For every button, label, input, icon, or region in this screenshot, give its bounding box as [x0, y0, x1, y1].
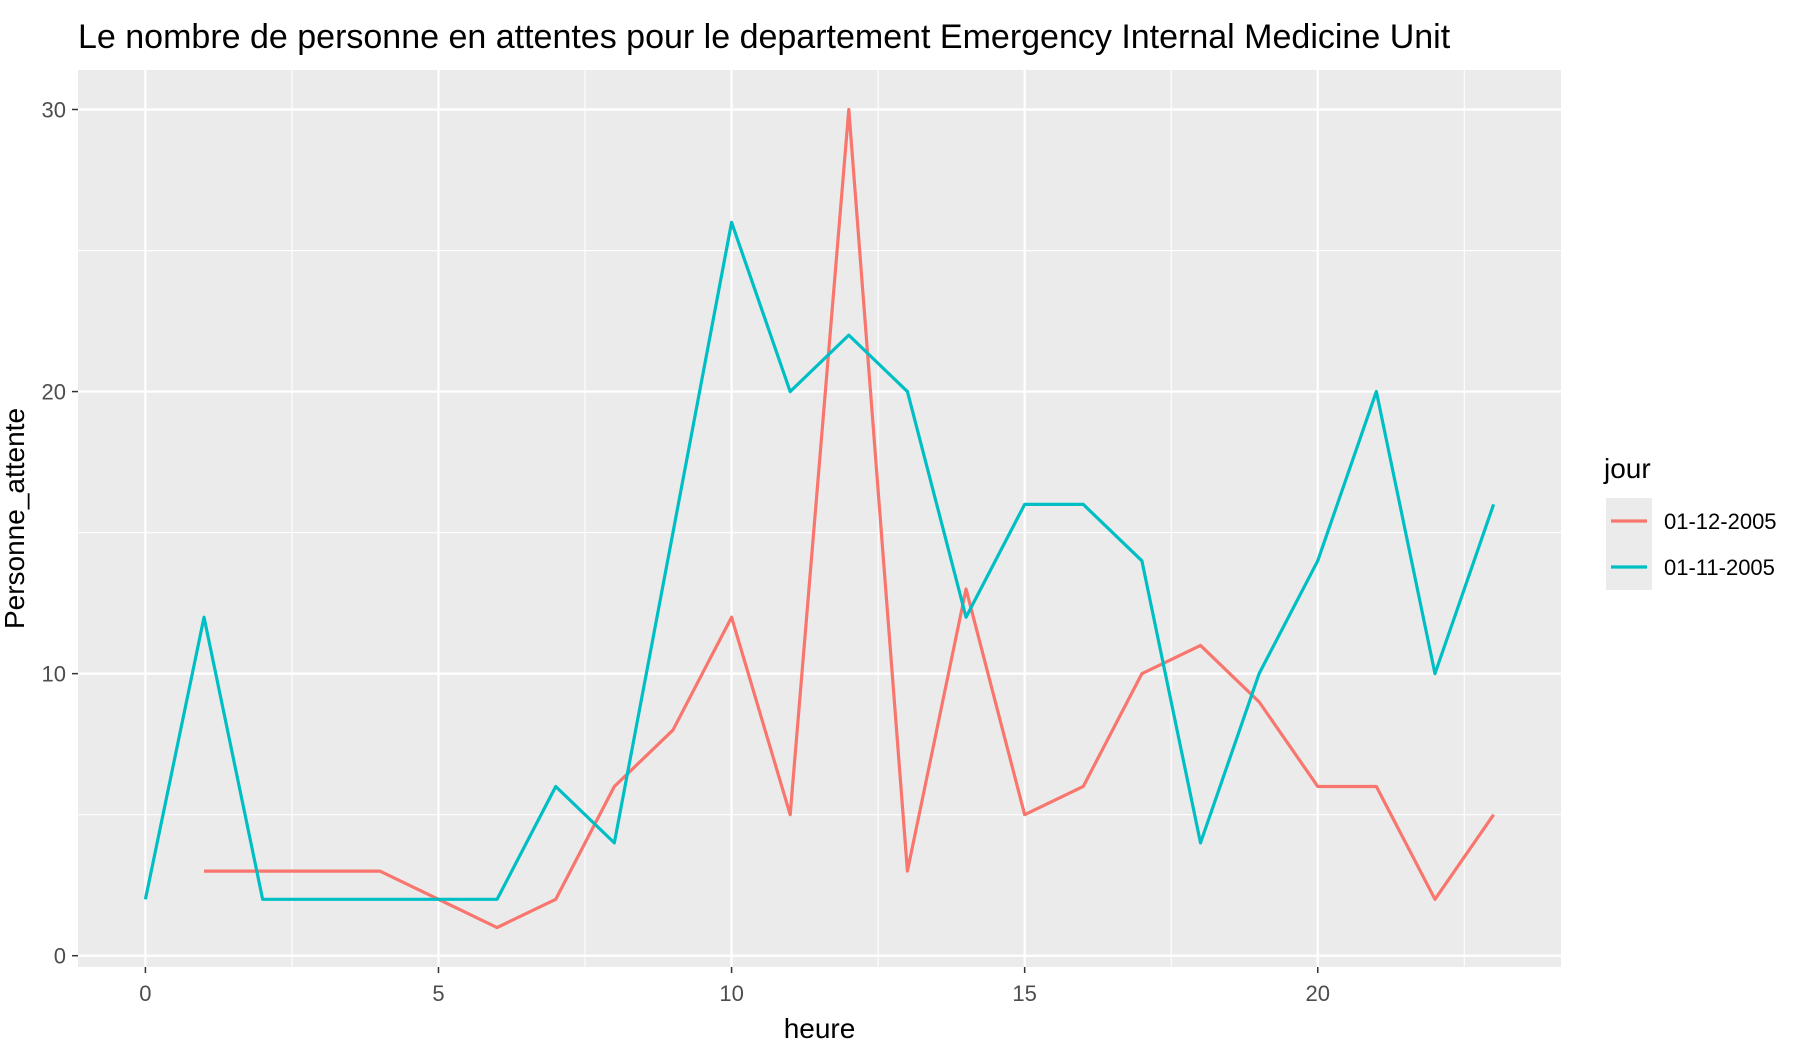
legend: jour 01-12-2005 01-11-2005 [1603, 453, 1777, 590]
legend-label-2: 01-11-2005 [1664, 555, 1775, 580]
y-tick-label: 20 [42, 380, 66, 405]
chart-title: Le nombre de personne en attentes pour l… [78, 18, 1451, 56]
x-tick-label: 15 [1012, 981, 1036, 1006]
y-axis: 0 10 20 30 [42, 97, 78, 969]
y-tick-label: 10 [42, 662, 66, 687]
y-tick-label: 0 [54, 944, 66, 969]
x-tick-label: 5 [432, 981, 444, 1006]
plot-panel [78, 70, 1561, 967]
grid-minor [78, 70, 1561, 967]
legend-label-1: 01-12-2005 [1664, 509, 1777, 534]
x-tick-label: 10 [719, 981, 743, 1006]
grid-major [78, 70, 1561, 967]
x-axis: 0 5 10 15 20 [139, 967, 1330, 1006]
y-axis-title: Personne_attente [0, 408, 30, 629]
x-axis-title: heure [784, 1013, 856, 1044]
legend-items: 01-12-2005 01-11-2005 [1606, 498, 1777, 590]
x-tick-label: 0 [139, 981, 151, 1006]
y-tick-label: 30 [42, 97, 66, 122]
series-line-2 [143, 220, 1496, 901]
legend-title: jour [1603, 453, 1651, 484]
series-lines [143, 107, 1496, 930]
x-tick-label: 20 [1305, 981, 1329, 1006]
series-line-1 [204, 107, 1495, 930]
